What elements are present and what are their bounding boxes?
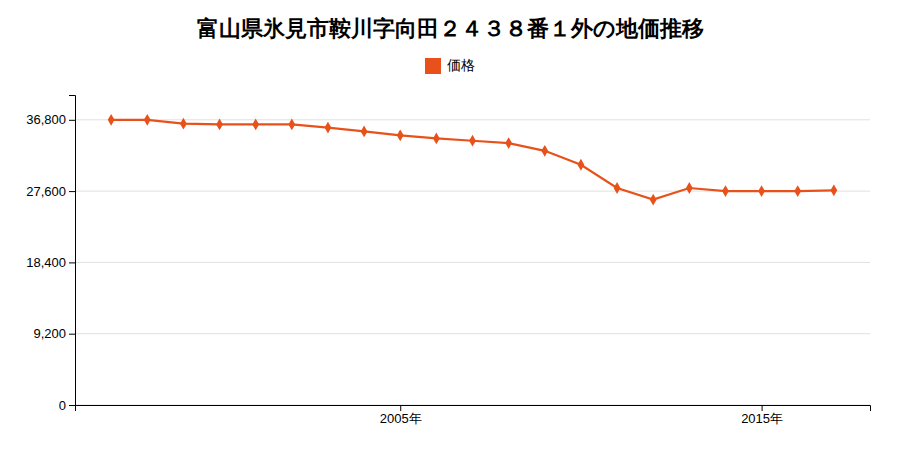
y-tick-label: 9,200 [33, 326, 66, 341]
grid-line [75, 262, 870, 263]
x-tick: 2015年 [741, 405, 783, 426]
marker [433, 133, 440, 145]
plot-area: 2005年 2015年 0 9,200 18,400 27,600 36,800 [26, 96, 870, 427]
marker [108, 114, 115, 126]
y-tick: 0 [59, 398, 75, 413]
y-tick: 27,600 [26, 184, 75, 199]
marker [325, 122, 332, 134]
chart: 富山県氷見市鞍川字向田２４３８番１外の地価推移 2005年 2015年 0 9,200 1… [0, 0, 900, 450]
y-tick-label: 0 [59, 398, 66, 413]
marker [686, 182, 693, 194]
marker [361, 126, 368, 138]
marker [397, 129, 404, 141]
line [111, 120, 834, 200]
marker [722, 185, 729, 197]
y-axis-line [69, 96, 76, 406]
marker [505, 137, 512, 149]
title: 富山県氷見市鞍川字向田２４３８番１外の地価推移 [197, 16, 704, 41]
y-tick-mark [69, 405, 75, 406]
marker [144, 114, 151, 126]
y-tick-label: 27,600 [26, 184, 66, 199]
x-tick-label: 2015年 [741, 411, 783, 426]
marker [469, 135, 476, 147]
marker [794, 185, 801, 197]
legend-swatch [425, 58, 441, 74]
legend-label: 価格 [447, 57, 475, 73]
marker [578, 159, 585, 171]
legend: 価格 [425, 57, 475, 74]
marker [650, 194, 657, 206]
y-tick-mark [69, 262, 75, 263]
x-tick-label: 2005年 [380, 411, 422, 426]
x-axis-line [76, 406, 871, 412]
y-tick: 18,400 [26, 255, 75, 270]
series-group [108, 114, 838, 206]
grid-line [75, 333, 870, 334]
marker [614, 182, 621, 194]
marker [180, 118, 187, 130]
y-tick-label: 18,400 [26, 255, 66, 270]
grid-line [75, 119, 870, 120]
y-tick: 36,800 [26, 112, 75, 127]
marker [758, 185, 765, 197]
legend-item: 価格 [425, 57, 475, 74]
y-tick-label: 36,800 [26, 112, 66, 127]
x-tick: 2005年 [380, 405, 422, 426]
x-tick-mark [400, 405, 401, 411]
x-axis: 2005年 2015年 [76, 405, 871, 426]
marker [216, 119, 223, 131]
y-tick-mark [69, 191, 75, 192]
grid [75, 120, 870, 405]
y-axis: 0 9,200 18,400 27,600 36,800 [26, 96, 75, 413]
marker [830, 184, 837, 196]
x-tick-mark [762, 405, 763, 411]
y-tick-mark [69, 120, 75, 121]
marker [541, 145, 548, 157]
marker [288, 119, 295, 131]
y-tick: 9,200 [33, 326, 75, 341]
y-tick-mark [69, 334, 75, 335]
marker [252, 119, 259, 131]
